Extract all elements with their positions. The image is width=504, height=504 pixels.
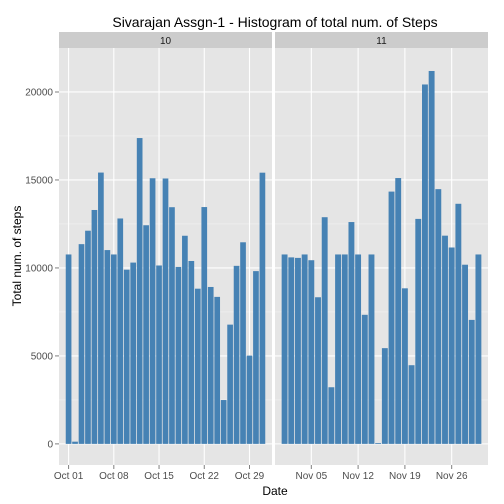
bar-11-17 bbox=[388, 191, 395, 444]
bar-10-31 bbox=[259, 172, 266, 444]
bar-10-20 bbox=[188, 260, 195, 444]
bar-11-10 bbox=[341, 254, 348, 444]
x-tick-label: Oct 22 bbox=[190, 471, 220, 482]
bar-11-18 bbox=[395, 178, 402, 444]
bar-10-10 bbox=[123, 269, 130, 444]
x-tick-label: Oct 01 bbox=[54, 471, 84, 482]
bar-10-6 bbox=[98, 172, 104, 444]
bar-10-27 bbox=[233, 265, 240, 444]
bar-10-18 bbox=[175, 266, 182, 444]
bar-10-15 bbox=[156, 265, 162, 444]
bar-11-21 bbox=[415, 218, 422, 444]
bar-10-23 bbox=[207, 286, 214, 444]
bar-10-7 bbox=[104, 250, 111, 444]
bar-11-19 bbox=[401, 288, 408, 444]
x-tick-label: Nov 19 bbox=[389, 471, 421, 482]
bar-10-9 bbox=[117, 218, 124, 444]
bar-11-7 bbox=[321, 217, 328, 444]
bar-11-24 bbox=[435, 189, 442, 444]
y-tick-label: 5000 bbox=[31, 351, 54, 362]
y-tick-label: 20000 bbox=[25, 87, 53, 98]
x-tick-label: Nov 26 bbox=[436, 471, 468, 482]
y-tick-label: 0 bbox=[47, 439, 53, 450]
x-tick-label: Nov 12 bbox=[342, 471, 374, 482]
bar-10-17 bbox=[169, 207, 175, 444]
x-tick-label: Nov 05 bbox=[295, 471, 327, 482]
bar-10-12 bbox=[136, 138, 143, 444]
facet-strip-label: 11 bbox=[376, 36, 387, 47]
bar-11-12 bbox=[355, 254, 362, 444]
bar-10-26 bbox=[227, 324, 233, 444]
bar-11-25 bbox=[442, 235, 448, 444]
x-tick-label: Oct 15 bbox=[144, 471, 174, 482]
bar-11-14 bbox=[368, 254, 375, 444]
bar-10-29 bbox=[246, 355, 253, 444]
bar-10-1 bbox=[65, 254, 72, 444]
y-tick-label: 10000 bbox=[25, 263, 53, 274]
bar-10-24 bbox=[214, 296, 221, 444]
bar-11-16 bbox=[381, 348, 388, 444]
bar-11-11 bbox=[348, 222, 355, 444]
facet-panel-11: 11 Nov 05 Nov 12 Nov 19 Nov 26 bbox=[275, 32, 488, 482]
bar-10-4 bbox=[85, 230, 91, 444]
bar-11-22 bbox=[422, 84, 428, 444]
bar-10-2 bbox=[72, 441, 78, 444]
x-tick-label: Oct 29 bbox=[235, 471, 265, 482]
bar-11-2 bbox=[288, 257, 295, 444]
facet-panel-10: 10 Oct 01 Oct 08 Oct 15 Oct 22 Oct 29 bbox=[54, 32, 272, 482]
bar-11-26 bbox=[448, 247, 455, 444]
bar-11-3 bbox=[295, 257, 301, 444]
bar-10-22 bbox=[201, 207, 208, 444]
bar-10-28 bbox=[240, 242, 246, 444]
facet-panels: 10 Oct 01 Oct 08 Oct 15 Oct 22 Oct 29 11 Nov 05… bbox=[54, 32, 488, 482]
bar-11-6 bbox=[315, 297, 321, 444]
bar-11-30 bbox=[475, 254, 482, 444]
chart-title: Sivarajan Assgn-1 - Histogram of total n… bbox=[112, 14, 437, 30]
bar-10-30 bbox=[253, 271, 259, 444]
bar-11-15 bbox=[375, 443, 382, 444]
facet-strip-label: 10 bbox=[160, 36, 172, 47]
bar-10-25 bbox=[220, 400, 227, 444]
bar-10-16 bbox=[162, 178, 169, 444]
x-tick-label: Oct 08 bbox=[99, 471, 129, 482]
bar-10-21 bbox=[194, 288, 201, 444]
bar-11-5 bbox=[308, 260, 315, 444]
bar-11-28 bbox=[462, 264, 468, 444]
bar-10-19 bbox=[182, 235, 188, 444]
bar-11-29 bbox=[468, 319, 475, 444]
bar-10-8 bbox=[110, 254, 117, 444]
bar-11-20 bbox=[408, 365, 415, 444]
x-axis-label: Date bbox=[262, 484, 288, 498]
bar-10-13 bbox=[143, 225, 149, 444]
facet-strip bbox=[275, 32, 488, 48]
bar-11-23 bbox=[428, 70, 435, 444]
bar-11-1 bbox=[281, 254, 288, 444]
bar-11-27 bbox=[455, 203, 462, 444]
bar-10-5 bbox=[91, 209, 98, 444]
bar-11-8 bbox=[328, 387, 335, 444]
bar-10-14 bbox=[149, 178, 156, 444]
y-axis-label: Total num. of steps bbox=[10, 206, 24, 307]
bar-10-3 bbox=[78, 244, 85, 444]
bar-11-4 bbox=[301, 254, 308, 444]
bar-11-9 bbox=[335, 254, 341, 444]
bar-11-13 bbox=[361, 314, 368, 444]
y-tick-label: 15000 bbox=[25, 175, 53, 186]
facet-strip bbox=[59, 32, 272, 48]
bar-10-11 bbox=[130, 262, 137, 444]
y-axis: 0 5000 10000 15000 20000 bbox=[25, 87, 59, 450]
